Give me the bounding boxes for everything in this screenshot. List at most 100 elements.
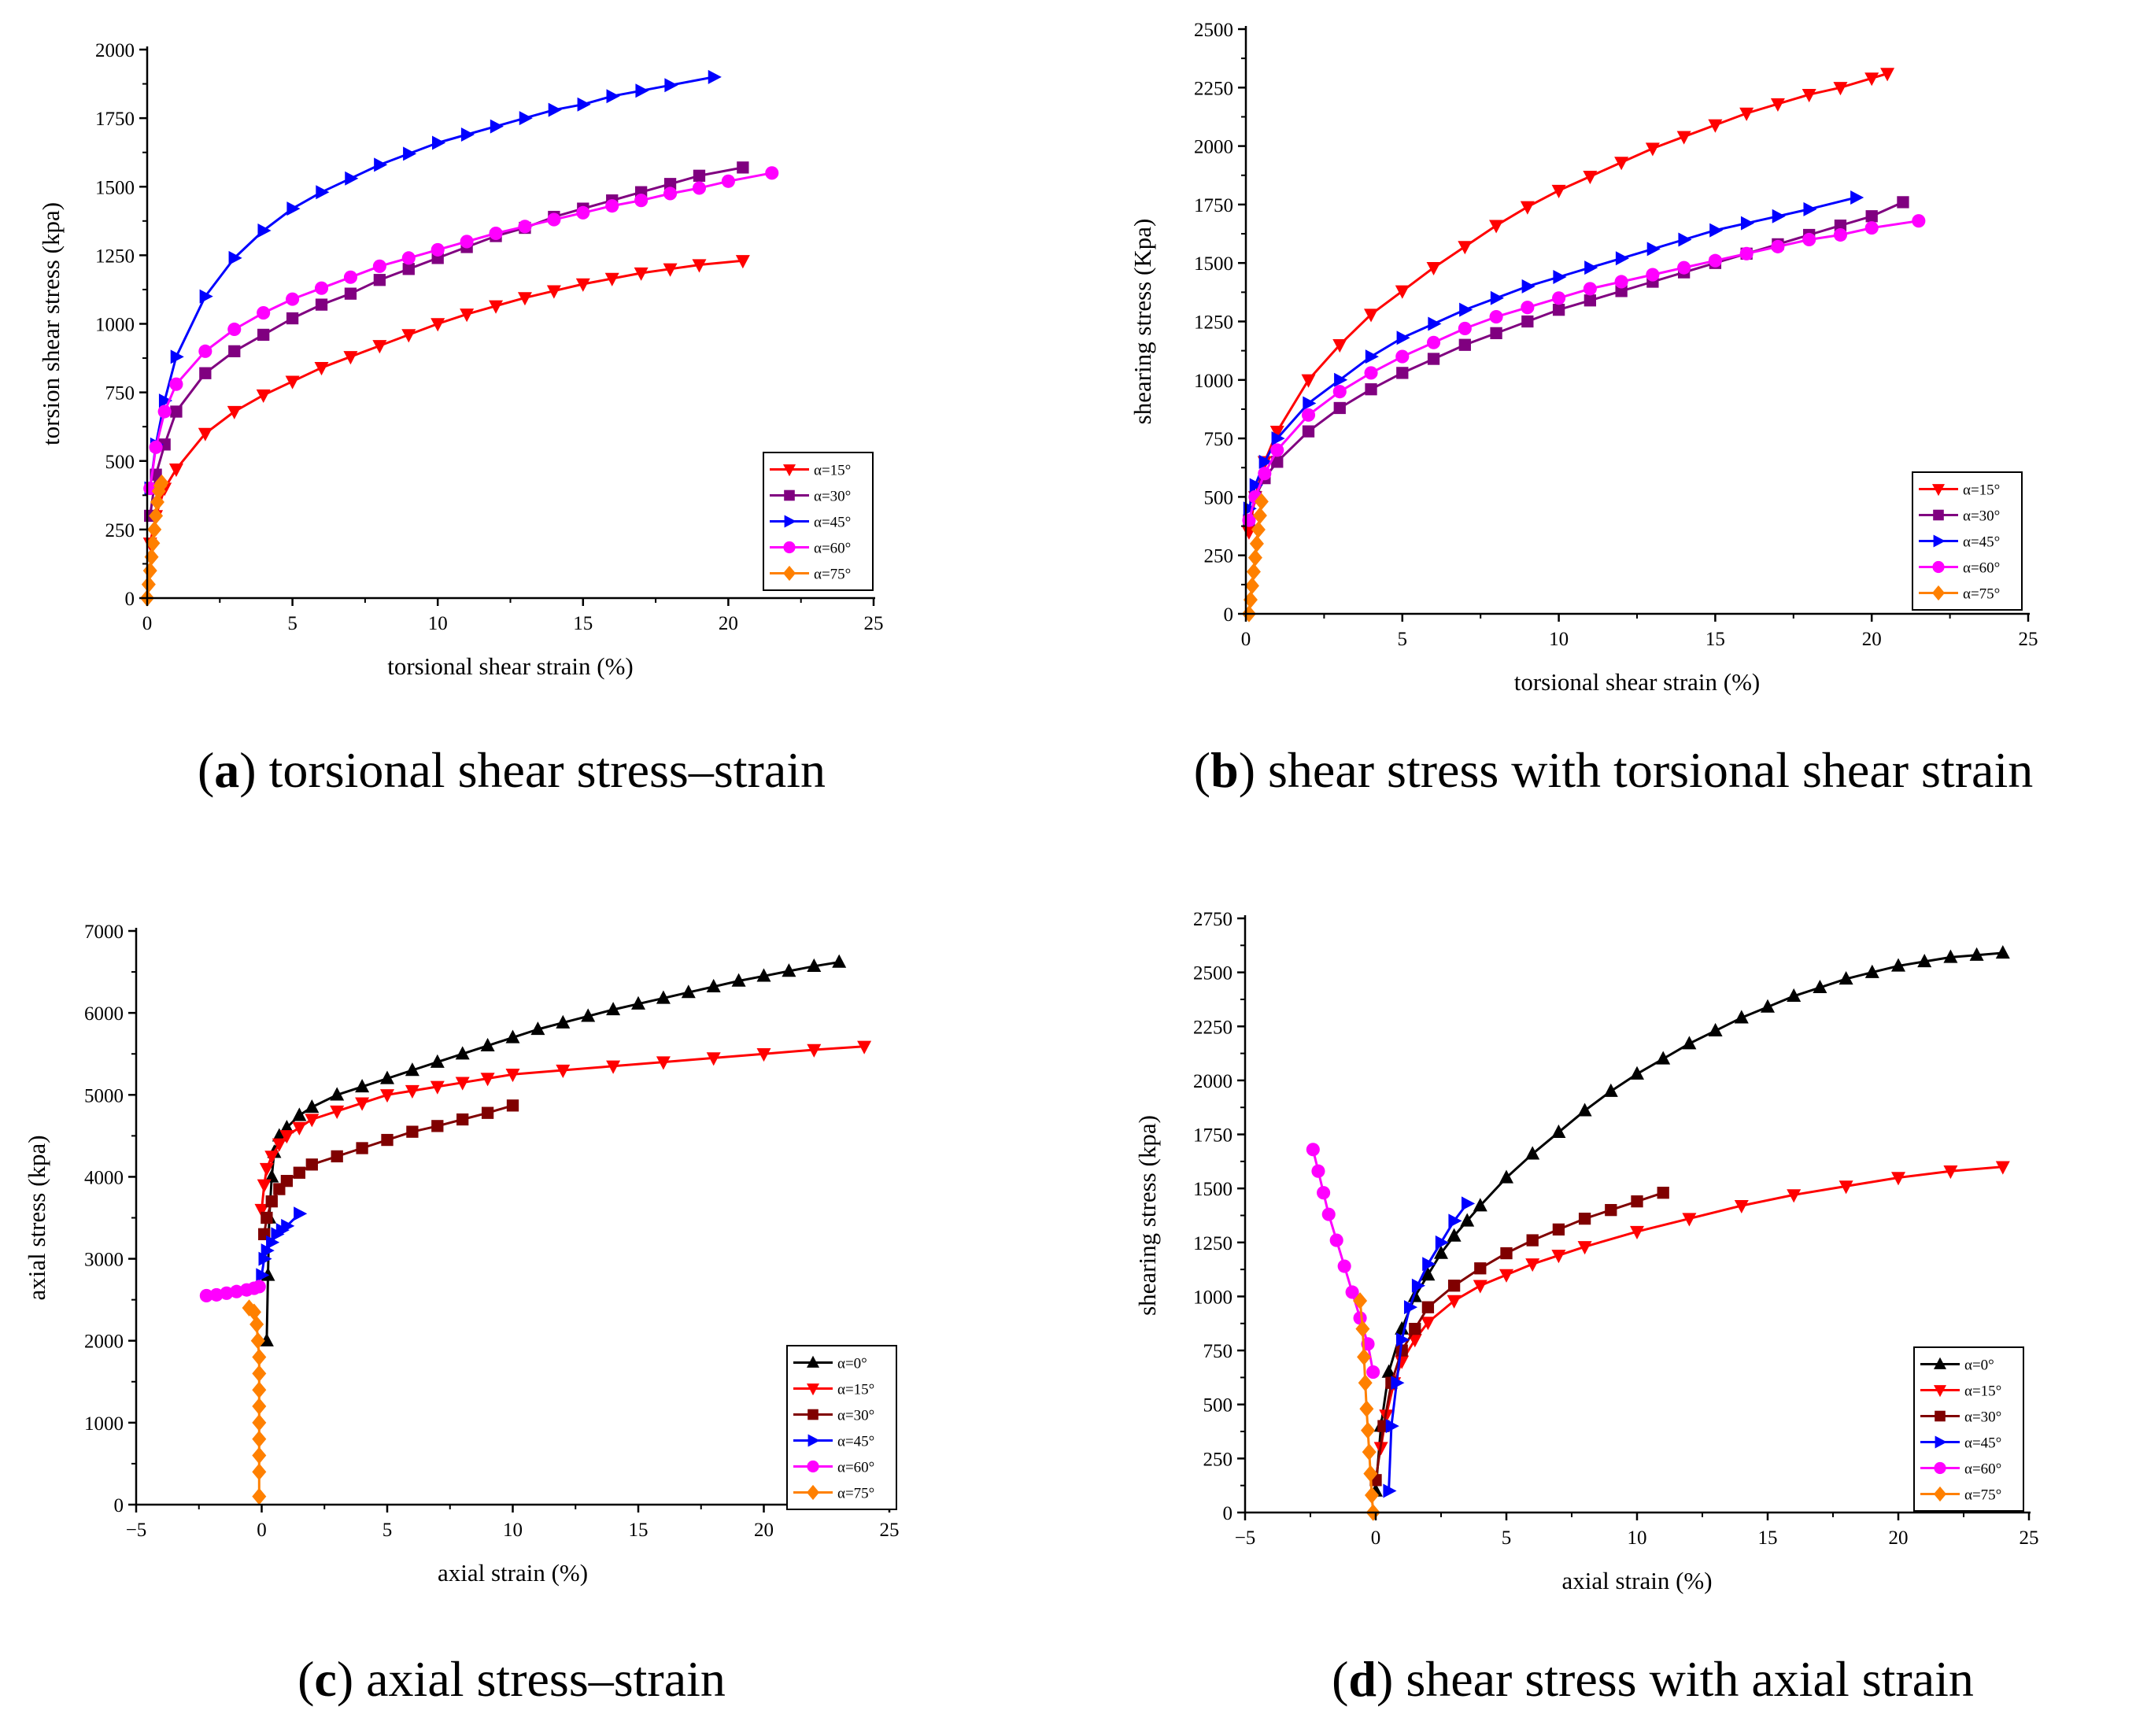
data-point-b-4-2 <box>1244 577 1259 595</box>
data-point-c-0-11 <box>380 1070 394 1084</box>
data-point-b-2-7 <box>1396 331 1410 345</box>
legend-label: α=30° <box>837 1408 874 1424</box>
legend-entry: α=30° <box>1920 1409 2001 1426</box>
data-point-a-2-9 <box>345 171 359 186</box>
data-point-b-0-10 <box>1489 220 1504 234</box>
data-point-b-2-10 <box>1490 290 1504 305</box>
data-point-d-5-0 <box>1353 1292 1368 1309</box>
x-tick-label: 5 <box>382 1520 393 1541</box>
y-tick-label: 2500 <box>1193 963 1232 984</box>
legend-label: α=75° <box>814 567 851 583</box>
panel-caption: (b) shear stress with torsional shear st… <box>1194 742 2033 798</box>
data-point-b-2-12 <box>1553 270 1567 285</box>
legend-marker <box>1932 560 1945 574</box>
data-point-d-0-21 <box>1787 988 1802 1003</box>
caption-letter: d <box>1348 1651 1377 1707</box>
y-tick-label: 1000 <box>84 1413 124 1435</box>
data-point-b-0-12 <box>1551 184 1566 198</box>
legend-label: α=15° <box>814 463 851 479</box>
data-point-a-1-6 <box>257 328 270 342</box>
legend-entry: α=45° <box>793 1434 874 1450</box>
y-tick-label: 500 <box>1203 1395 1233 1417</box>
data-point-c-3-6 <box>281 1218 295 1233</box>
legend-entry: α=60° <box>770 541 851 557</box>
data-point-d-2-11 <box>1578 1212 1591 1225</box>
data-point-a-0-9 <box>343 351 358 365</box>
legend-entry: α=45° <box>770 515 851 531</box>
data-point-d-3-8 <box>1448 1213 1462 1228</box>
data-point-d-1-5 <box>1421 1317 1436 1331</box>
data-point-b-1-5 <box>1333 401 1346 415</box>
data-point-a-1-20 <box>663 178 677 190</box>
legend-marker <box>1935 1410 1946 1422</box>
data-point-c-3-3 <box>266 1235 280 1250</box>
legend-entry: α=0° <box>793 1356 867 1372</box>
data-point-b-4-4 <box>1247 549 1262 567</box>
legend-entry: α=0° <box>1920 1357 1994 1374</box>
data-point-d-0-15 <box>1630 1066 1644 1080</box>
panel-a: 0 5 10 15 20 25025050075010001250150017502000… <box>37 40 884 798</box>
data-point-d-5-8 <box>1365 1487 1380 1504</box>
series-b-4 <box>1241 493 1269 622</box>
data-point-b-3-5 <box>1332 385 1347 399</box>
data-point-a-3-2 <box>157 404 172 419</box>
data-point-d-3-0 <box>1383 1483 1397 1498</box>
data-point-b-0-20 <box>1802 89 1816 103</box>
data-point-d-4-5 <box>1337 1259 1351 1273</box>
data-point-a-3-9 <box>343 270 357 284</box>
y-axis-title: shearing stress (Kpa) <box>1129 219 1156 425</box>
caption-open: ( <box>1194 742 1210 798</box>
legend-marker <box>1935 1435 1947 1449</box>
data-point-b-3-18 <box>1739 246 1754 260</box>
data-point-d-5-1 <box>1355 1320 1370 1338</box>
legend-label: α=15° <box>1963 482 2000 499</box>
legend-label: α=45° <box>814 515 851 531</box>
data-point-c-0-6 <box>279 1120 294 1134</box>
y-tick-label: 1000 <box>95 315 135 336</box>
data-point-b-4-8 <box>1254 493 1269 511</box>
legend-entry: α=60° <box>793 1460 874 1476</box>
data-point-c-2-5 <box>293 1166 305 1179</box>
data-point-c-0-20 <box>606 1002 621 1016</box>
data-point-d-0-6 <box>1434 1245 1448 1259</box>
x-axis-title: axial strain (%) <box>1561 1567 1712 1594</box>
legend-entry: α=30° <box>793 1408 874 1424</box>
legend-entry: α=60° <box>1919 560 2000 577</box>
data-point-b-0-8 <box>1426 261 1441 276</box>
data-point-b-2-3 <box>1271 431 1285 446</box>
series-d-4 <box>1306 1143 1380 1380</box>
legend-label: α=60° <box>837 1460 874 1476</box>
y-tick-label: 250 <box>1204 546 1234 567</box>
data-point-c-0-18 <box>556 1014 571 1029</box>
data-point-a-2-19 <box>635 83 649 98</box>
data-point-a-0-7 <box>285 375 300 390</box>
data-point-a-3-20 <box>663 187 678 201</box>
data-point-a-0-19 <box>634 267 649 281</box>
data-point-a-2-5 <box>228 250 242 265</box>
y-tick-label: 1500 <box>1194 253 1233 275</box>
data-point-d-2-14 <box>1657 1187 1669 1199</box>
data-point-a-1-9 <box>344 287 357 300</box>
data-point-b-2-20 <box>1803 201 1817 216</box>
data-point-c-1-1 <box>257 1179 272 1193</box>
data-point-b-4-1 <box>1243 591 1258 608</box>
legend-entry: α=75° <box>770 565 851 583</box>
data-point-a-2-14 <box>490 119 504 134</box>
data-point-a-1-22 <box>737 161 749 174</box>
data-point-c-5-8 <box>252 1414 267 1431</box>
data-point-c-2-2 <box>265 1195 278 1208</box>
legend-label: α=30° <box>814 489 851 505</box>
data-point-c-0-12 <box>405 1062 419 1077</box>
data-point-d-0-5 <box>1421 1267 1436 1281</box>
data-point-d-0-28 <box>1969 947 1984 961</box>
data-point-d-0-9 <box>1473 1198 1487 1212</box>
legend-marker <box>807 1460 819 1473</box>
series-b-3 <box>1242 214 1926 527</box>
data-point-a-0-12 <box>431 318 445 332</box>
series-c-5 <box>242 1299 267 1505</box>
data-point-a-2-2 <box>158 393 173 408</box>
data-point-b-3-17 <box>1708 253 1722 268</box>
data-point-b-2-21 <box>1850 190 1864 205</box>
data-point-c-1-9 <box>355 1097 370 1111</box>
data-point-c-1-15 <box>505 1069 520 1083</box>
